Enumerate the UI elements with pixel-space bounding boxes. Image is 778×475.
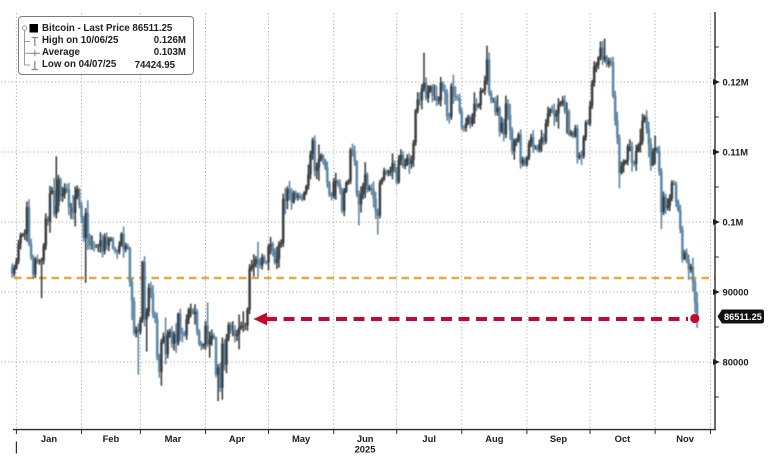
svg-text:90000: 90000	[723, 286, 749, 297]
svg-text:80000: 80000	[723, 356, 749, 367]
svg-text:Aug: Aug	[485, 433, 503, 444]
svg-text:0.11M: 0.11M	[723, 146, 749, 157]
svg-text:Nov: Nov	[676, 433, 694, 444]
svg-text:2025: 2025	[355, 444, 376, 455]
svg-text:Jul: Jul	[422, 433, 436, 444]
svg-text:Jan: Jan	[41, 433, 57, 444]
svg-text:Jun: Jun	[357, 433, 374, 444]
svg-text:Sep: Sep	[550, 433, 567, 444]
svg-text:May: May	[292, 433, 311, 444]
svg-text:0.12M: 0.12M	[723, 76, 749, 87]
svg-text:86511.25: 86511.25	[724, 312, 762, 322]
svg-text:Mar: Mar	[165, 433, 182, 444]
svg-text:Oct: Oct	[615, 433, 631, 444]
svg-text:Apr: Apr	[229, 433, 245, 444]
svg-text:0.1M: 0.1M	[723, 216, 744, 227]
svg-text:Feb: Feb	[103, 433, 120, 444]
